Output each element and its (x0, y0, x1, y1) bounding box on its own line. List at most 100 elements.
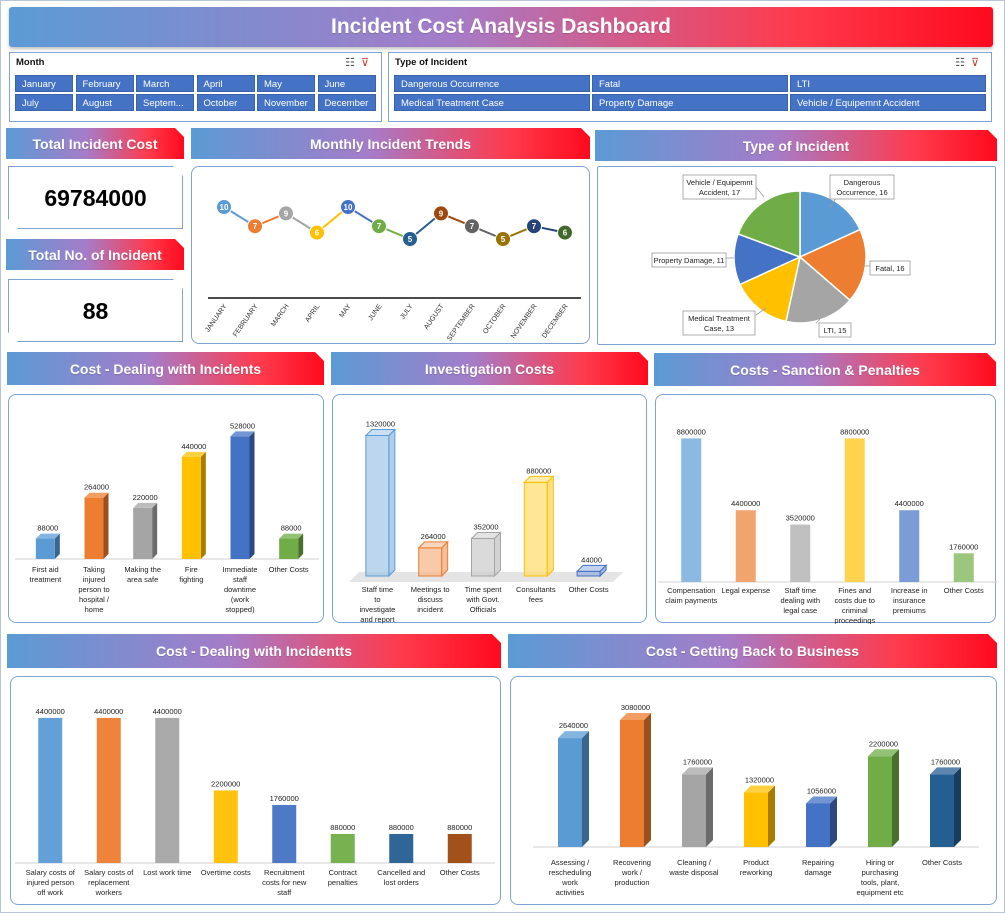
bar (868, 756, 892, 847)
type-of-incident-chart: Dangerous Occurrence, 16 Fatal, 16 LTI, 15 M… (651, 174, 911, 338)
bar-side (441, 540, 449, 578)
bar (558, 738, 582, 847)
back-to-business-chart: 2640000 Assessing / rescheduling work activi… (533, 703, 979, 897)
bar (681, 438, 702, 582)
bar (330, 833, 355, 863)
bar (230, 436, 250, 559)
category-label: Making the area safe (124, 565, 161, 584)
bar (365, 435, 390, 577)
month-slicer: Month ☷⊽ January February March April May Jun… (9, 52, 382, 122)
bar-value-label: 8800000 (677, 427, 706, 436)
month-button-june[interactable]: June (317, 75, 376, 92)
category-label: Salary costs of replacement workers (84, 868, 134, 897)
month-tick-label: MARCH (270, 303, 290, 328)
pie-label-box (829, 174, 895, 200)
category-label: Other Costs (569, 585, 609, 594)
multi-select-icon[interactable]: ☷ (955, 57, 971, 69)
month-button-october[interactable]: October (196, 94, 255, 111)
category-label: Other Costs (440, 868, 480, 877)
category-label: Meetings to discuss incident (411, 585, 450, 614)
bar-side (954, 767, 961, 847)
month-button-march[interactable]: March (136, 75, 194, 92)
clear-filter-icon[interactable]: ⊽ (970, 57, 985, 69)
bar-value-label: 1320000 (745, 776, 774, 785)
total-count-value: 88 (82, 298, 109, 324)
month-button-may[interactable]: May (257, 75, 315, 92)
monthly-trends-banner: Monthly Incident Trends (191, 128, 590, 159)
category-label: Other Costs (269, 565, 309, 574)
total-cost-value: 69784000 (44, 185, 147, 211)
bar-side (388, 428, 396, 578)
category-label: Time spent with Govt. Officials (465, 585, 503, 614)
month-button-septem[interactable]: Septem... (136, 94, 194, 111)
bar-value-label: 8800000 (840, 427, 869, 436)
pie-data-label: Vehicle / Equipemnt Accident, 17 (686, 178, 753, 197)
bar-top (558, 731, 589, 739)
bar-value-label: 1760000 (683, 757, 712, 766)
total-cost-card: 69784000 (8, 166, 183, 229)
type-button-lti[interactable]: LTI (790, 75, 986, 92)
bar-side (298, 533, 304, 559)
total-count-label: Total No. of Incident (6, 239, 184, 270)
month-button-august[interactable]: August (75, 94, 134, 111)
type-button-medical-treatment-case[interactable]: Medical Treatment Case (394, 94, 590, 111)
trend-point-label: 5 (501, 235, 506, 244)
trend-point-label: 7 (532, 222, 537, 231)
month-slicer-controls: ☷⊽ (345, 56, 375, 69)
type-button-property-damage[interactable]: Property Damage (592, 94, 788, 111)
trend-point-label: 7 (377, 222, 382, 231)
chart-floor (349, 572, 623, 582)
month-button-december[interactable]: December (317, 94, 376, 111)
trend-point (495, 231, 511, 247)
bar (735, 510, 756, 582)
multi-select-icon[interactable]: ☷ (345, 57, 361, 69)
type-button-vehicle-equipemnt-accident[interactable]: Vehicle / Equipemnt Accident (790, 94, 986, 111)
bar (953, 553, 974, 582)
month-button-january[interactable]: January (15, 75, 73, 92)
sanction-costs-chart: 8800000 Compensation claim payments 4400000… (658, 427, 997, 625)
month-button-april[interactable]: April (196, 75, 255, 92)
pie-label-box (682, 174, 757, 200)
dealing-costs-2-chart: 4400000 Salary costs of injured person off … (15, 707, 495, 897)
bar (38, 717, 63, 863)
bar-side (54, 533, 60, 559)
bar (844, 438, 865, 582)
category-label: Recovering work / production (613, 858, 651, 887)
trend-point (557, 224, 573, 241)
bar (84, 497, 104, 559)
category-label: First aid treatment (29, 565, 62, 584)
bar (181, 456, 201, 559)
bar (96, 717, 121, 863)
month-button-february[interactable]: February (75, 75, 134, 92)
trend-point-label: 7 (253, 222, 258, 231)
category-label: Other Costs (944, 586, 984, 595)
bar-top (620, 712, 651, 720)
trend-point-label: 9 (439, 209, 444, 218)
type-of-incident-banner: Type of Incident (595, 130, 997, 161)
pie-slice-dangerous-occurrence (799, 190, 862, 259)
bar-value-label: 4400000 (153, 707, 182, 716)
type-slicer-title: Type of Incident (395, 57, 468, 68)
category-label: Lost work time (143, 868, 191, 877)
pie-label-box (682, 310, 756, 336)
type-button-fatal[interactable]: Fatal (592, 75, 788, 92)
trend-point (309, 224, 325, 241)
pie-leader-line (755, 307, 767, 316)
bar (471, 538, 495, 577)
trend-point-label: 9 (284, 209, 289, 218)
trend-point (526, 218, 542, 235)
bar-side (768, 785, 775, 847)
month-button-july[interactable]: July (15, 94, 73, 111)
bar-value-label: 1320000 (366, 420, 395, 429)
bar (447, 833, 472, 863)
bar-side (706, 767, 713, 847)
type-button-dangerous-occurrence[interactable]: Dangerous Occurrence (394, 75, 590, 92)
bar (35, 538, 55, 559)
category-label: Staff time dealing with legal case (780, 586, 820, 615)
bar (279, 538, 299, 559)
clear-filter-icon[interactable]: ⊽ (360, 57, 375, 69)
bar-value-label: 4400000 (731, 499, 760, 508)
monthly-trends-card: 10 JANUARY 7 FEBRUARY 9 MARCH 6 APRIL 10 MAY 7 JUNE… (191, 166, 590, 344)
bar-top (84, 492, 109, 498)
month-button-november[interactable]: November (257, 94, 315, 111)
